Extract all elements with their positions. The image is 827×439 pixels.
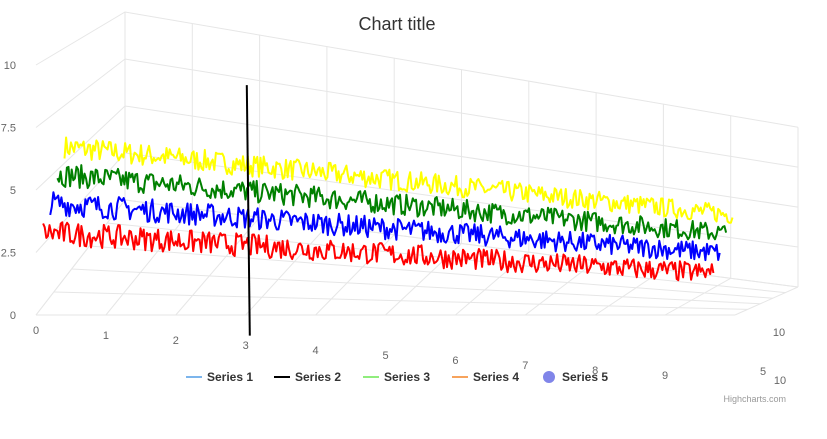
z-tick-label: 10 — [773, 327, 785, 339]
legend-item[interactable]: Series 3 — [363, 370, 430, 384]
x-tick-label: 10 — [774, 375, 786, 387]
series-line-4[interactable] — [56, 164, 728, 241]
legend-item[interactable]: Series 1 — [186, 370, 253, 384]
legend-symbol — [543, 371, 555, 383]
legend: Series 1 Series 2 Series 3 Series 4 Series 5 — [186, 370, 608, 384]
y-tick-label: 10 — [4, 60, 16, 72]
x-tick-label: 8 — [592, 365, 598, 377]
x-tick-label: 0 — [33, 325, 39, 337]
series-layer — [42, 85, 734, 336]
z-tick-label: 5 — [760, 366, 766, 378]
credits-link[interactable]: Highcharts.com — [723, 394, 786, 404]
legend-item[interactable]: Series 4 — [452, 370, 519, 384]
y-tick-label: 5 — [10, 185, 16, 197]
series-line-5[interactable] — [63, 136, 734, 224]
y-tick-label: 0 — [10, 310, 16, 322]
x-tick-label: 4 — [313, 345, 319, 357]
series-line-3[interactable] — [49, 191, 721, 262]
y-tick-label: 7.5 — [1, 123, 16, 135]
z-axis-ticks: 5 10 — [760, 327, 785, 378]
legend-label: Series 1 — [207, 370, 253, 384]
x-tick-label: 5 — [382, 350, 388, 362]
x-tick-label: 7 — [522, 360, 528, 372]
x-tick-label: 9 — [662, 370, 668, 382]
legend-item[interactable]: Series 2 — [274, 370, 341, 384]
y-tick-label: 2.5 — [1, 248, 16, 260]
x-tick-label: 1 — [103, 330, 109, 342]
legend-label: Series 5 — [562, 370, 608, 384]
chart-title: Chart title — [358, 14, 435, 34]
legend-label: Series 2 — [295, 370, 341, 384]
x-axis-ticks: 0 1 2 3 4 5 6 7 8 9 10 — [33, 325, 786, 387]
legend-label: Series 3 — [384, 370, 430, 384]
legend-label: Series 4 — [473, 370, 519, 384]
legend-item[interactable]: Series 5 — [543, 370, 608, 384]
series-line-1[interactable] — [42, 221, 715, 282]
x-tick-label: 6 — [452, 355, 458, 367]
x-tick-label: 2 — [173, 335, 179, 347]
y-axis-ticks: 0 2.5 5 7.5 10 — [1, 60, 16, 322]
series-line-2[interactable] — [245, 85, 251, 336]
x-tick-label: 3 — [243, 340, 249, 352]
